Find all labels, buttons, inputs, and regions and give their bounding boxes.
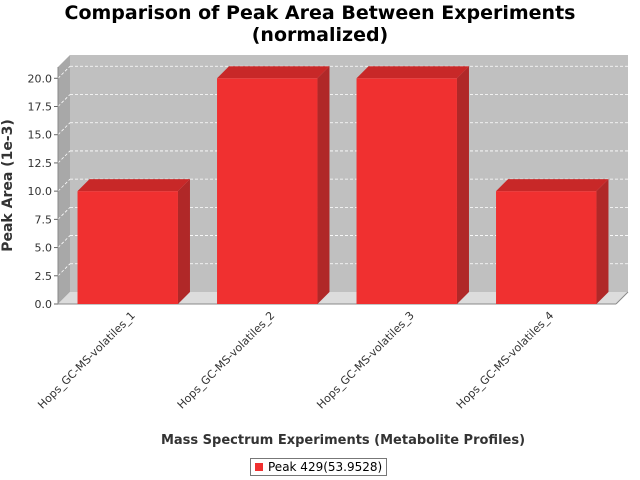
bar-top [217, 66, 330, 79]
plot-floor-edge [615, 291, 629, 305]
y-tick-label: 0.0 [35, 298, 53, 311]
grid-line-diagonal [57, 178, 71, 192]
bar [77, 191, 178, 304]
bar-top [496, 179, 609, 192]
legend-label: Peak 429(53.9528) [268, 460, 383, 474]
x-tick-label: Hops_GC-MS-volatiles_4 [454, 309, 557, 412]
grid-line-diagonal [57, 66, 71, 79]
bar [496, 191, 597, 304]
y-tick-label: 12.5 [28, 157, 53, 170]
chart-title: Comparison of Peak Area Between Experime… [0, 2, 640, 46]
chart-subtitle: (normalized) [251, 24, 389, 46]
bar-side [596, 179, 609, 304]
legend: Peak 429(53.9528) [250, 458, 388, 476]
y-axis-label: Peak Area (1e-3) [0, 119, 16, 252]
y-tick-label: 15.0 [28, 129, 53, 142]
x-tick-label: Hops_GC-MS-volatiles_2 [175, 309, 278, 412]
bar [217, 78, 318, 305]
x-axis-label: Mass Spectrum Experiments (Metabolite Pr… [161, 433, 525, 448]
grid-line-diagonal [57, 150, 71, 164]
y-tick-label: 5.0 [35, 242, 53, 255]
bar-top [356, 66, 469, 79]
y-tick-label: 7.5 [35, 213, 53, 226]
x-tick-label: Hops_GC-MS-volatiles_3 [314, 309, 417, 412]
grid-line-diagonal [57, 235, 71, 248]
bar [356, 78, 457, 305]
chart-title-main: Comparison of Peak Area Between Experime… [64, 2, 576, 24]
grid-line-diagonal [57, 122, 71, 135]
y-tick-label: 17.5 [28, 101, 53, 114]
plot-floor [58, 292, 628, 304]
bar-side [317, 66, 330, 305]
grid-line-diagonal [57, 94, 71, 107]
bar-top [77, 179, 190, 192]
bar-side [456, 66, 469, 305]
grid-line-diagonal [57, 207, 71, 220]
grid-line-diagonal [57, 263, 71, 277]
bar-side [177, 179, 190, 304]
y-tick-label: 10.0 [28, 185, 53, 198]
y-tick-label: 2.5 [35, 270, 53, 283]
legend-swatch [255, 463, 263, 471]
y-tick-label: 20.0 [28, 72, 53, 85]
x-tick-label: Hops_GC-MS-volatiles_1 [35, 309, 138, 412]
plot-left-wall [58, 55, 70, 304]
